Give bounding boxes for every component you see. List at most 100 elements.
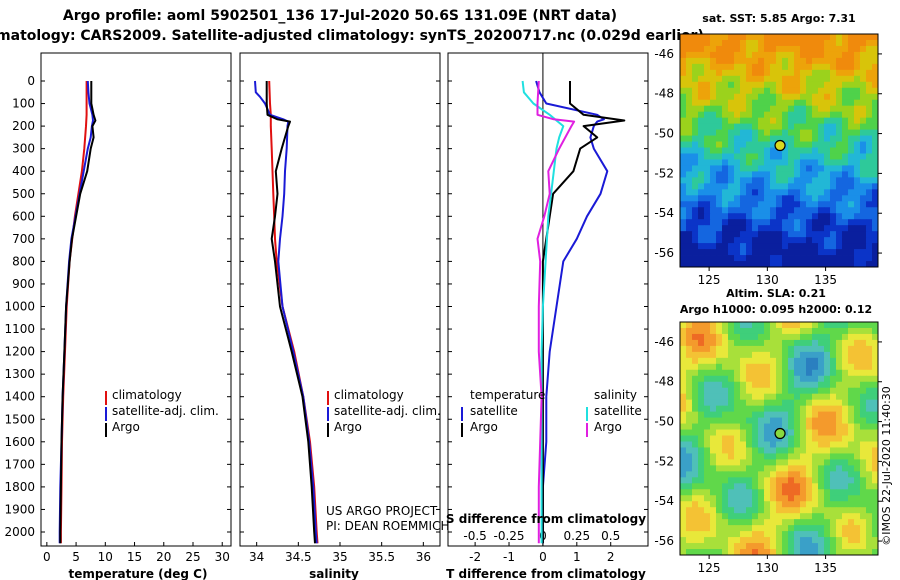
sla-cell	[866, 357, 873, 365]
sst-cell	[836, 111, 843, 119]
sla-cell	[680, 483, 687, 490]
sla-cell	[770, 435, 777, 442]
sst-cell	[740, 63, 747, 71]
sst-cell	[854, 34, 861, 41]
sla-cell	[704, 345, 711, 353]
sla-cell	[686, 435, 693, 442]
sst-cell	[836, 189, 843, 196]
sst-cell	[740, 34, 747, 41]
sla-cell	[818, 501, 825, 508]
temperature-legend: climatology satellite-adj. clim. Argo	[105, 388, 219, 437]
sst-cell	[800, 171, 807, 178]
sla-cell	[800, 393, 807, 401]
sla-cell	[764, 459, 771, 466]
sst-cell	[692, 255, 699, 262]
sla-cell	[740, 357, 747, 365]
sst-cell	[746, 135, 753, 142]
sst-cell	[752, 195, 759, 202]
sst-cell	[686, 231, 693, 238]
sla-cell	[680, 363, 687, 371]
sla-cell	[710, 345, 717, 353]
temperature-xlabel: temperature (deg C)	[69, 567, 208, 580]
sst-cell	[692, 129, 699, 136]
sla-cell	[764, 381, 771, 389]
sst-cell	[686, 105, 693, 113]
sla-cell	[770, 405, 777, 413]
sst-cell	[824, 237, 831, 244]
sla-cell	[752, 429, 759, 436]
sst-cell	[836, 231, 843, 238]
legend-climatology: climatology	[112, 388, 182, 402]
sla-cell	[806, 483, 813, 490]
sst-cell	[734, 207, 741, 214]
sla-cell	[788, 381, 795, 389]
sla-cell	[794, 507, 801, 514]
sla-cell	[770, 387, 777, 395]
sla-cell	[830, 441, 837, 448]
sla-cell	[836, 465, 843, 472]
sla-cell	[734, 387, 741, 395]
sst-cell	[698, 219, 705, 226]
sst-cell	[806, 201, 813, 208]
sla-cell	[836, 549, 843, 556]
sla-cell	[812, 477, 819, 484]
sla-cell	[812, 393, 819, 401]
sla-cell	[848, 507, 855, 514]
sst-cell	[800, 93, 807, 101]
sla-cell	[776, 357, 783, 365]
sst-cell	[752, 39, 759, 47]
sst-cell	[692, 87, 699, 95]
sla-cell	[782, 399, 789, 407]
sla-cell	[848, 441, 855, 448]
sla-cell	[698, 339, 705, 347]
sst-cell	[818, 255, 825, 262]
sst-cell	[722, 261, 729, 268]
sst-cell	[722, 63, 729, 71]
sst-cell	[872, 189, 879, 196]
sla-cell	[818, 339, 825, 347]
sla-cell	[854, 495, 861, 502]
sla-cell	[830, 327, 837, 335]
sst-cell	[734, 213, 741, 220]
sst-cell	[764, 105, 771, 113]
sst-cell	[698, 159, 705, 166]
sst-cell	[734, 165, 741, 172]
sla-cell	[704, 465, 711, 472]
sla-cell	[740, 459, 747, 466]
sla-cell	[782, 345, 789, 353]
sla-cell	[824, 357, 831, 365]
sla-cell	[698, 495, 705, 502]
sst-cell	[722, 87, 729, 95]
sla-cell	[848, 501, 855, 508]
sla-cell	[800, 495, 807, 502]
sla-cell	[740, 399, 747, 407]
sst-cell	[770, 63, 777, 71]
sst-cell	[740, 183, 747, 190]
sst-cell	[716, 105, 723, 113]
sla-cell	[872, 465, 879, 472]
sla-cell	[854, 471, 861, 478]
sla-cell	[752, 453, 759, 460]
sst-cell	[866, 57, 873, 65]
sla-cell	[782, 549, 789, 556]
sla-cell	[842, 435, 849, 442]
sla-cell	[776, 333, 783, 341]
depth-axis: 0100200300400500600700800900100011001200…	[4, 74, 648, 539]
t-difference-xlabel: T difference from climatology	[446, 567, 646, 580]
sla-cell	[818, 357, 825, 365]
sla-cell	[842, 345, 849, 353]
sst-cell	[842, 207, 849, 214]
sla-cell	[734, 411, 741, 418]
sst-cell	[788, 69, 795, 77]
sst-cell	[692, 207, 699, 214]
sst-cell	[830, 123, 837, 130]
sst-cell	[722, 237, 729, 244]
sla-cell	[794, 381, 801, 389]
sst-cell	[740, 135, 747, 142]
sst-cell	[800, 111, 807, 119]
sst-cell	[704, 207, 711, 214]
sst-cell	[788, 255, 795, 262]
sst-cell	[866, 93, 873, 101]
sst-cell	[704, 237, 711, 244]
sst-cell	[782, 219, 789, 226]
